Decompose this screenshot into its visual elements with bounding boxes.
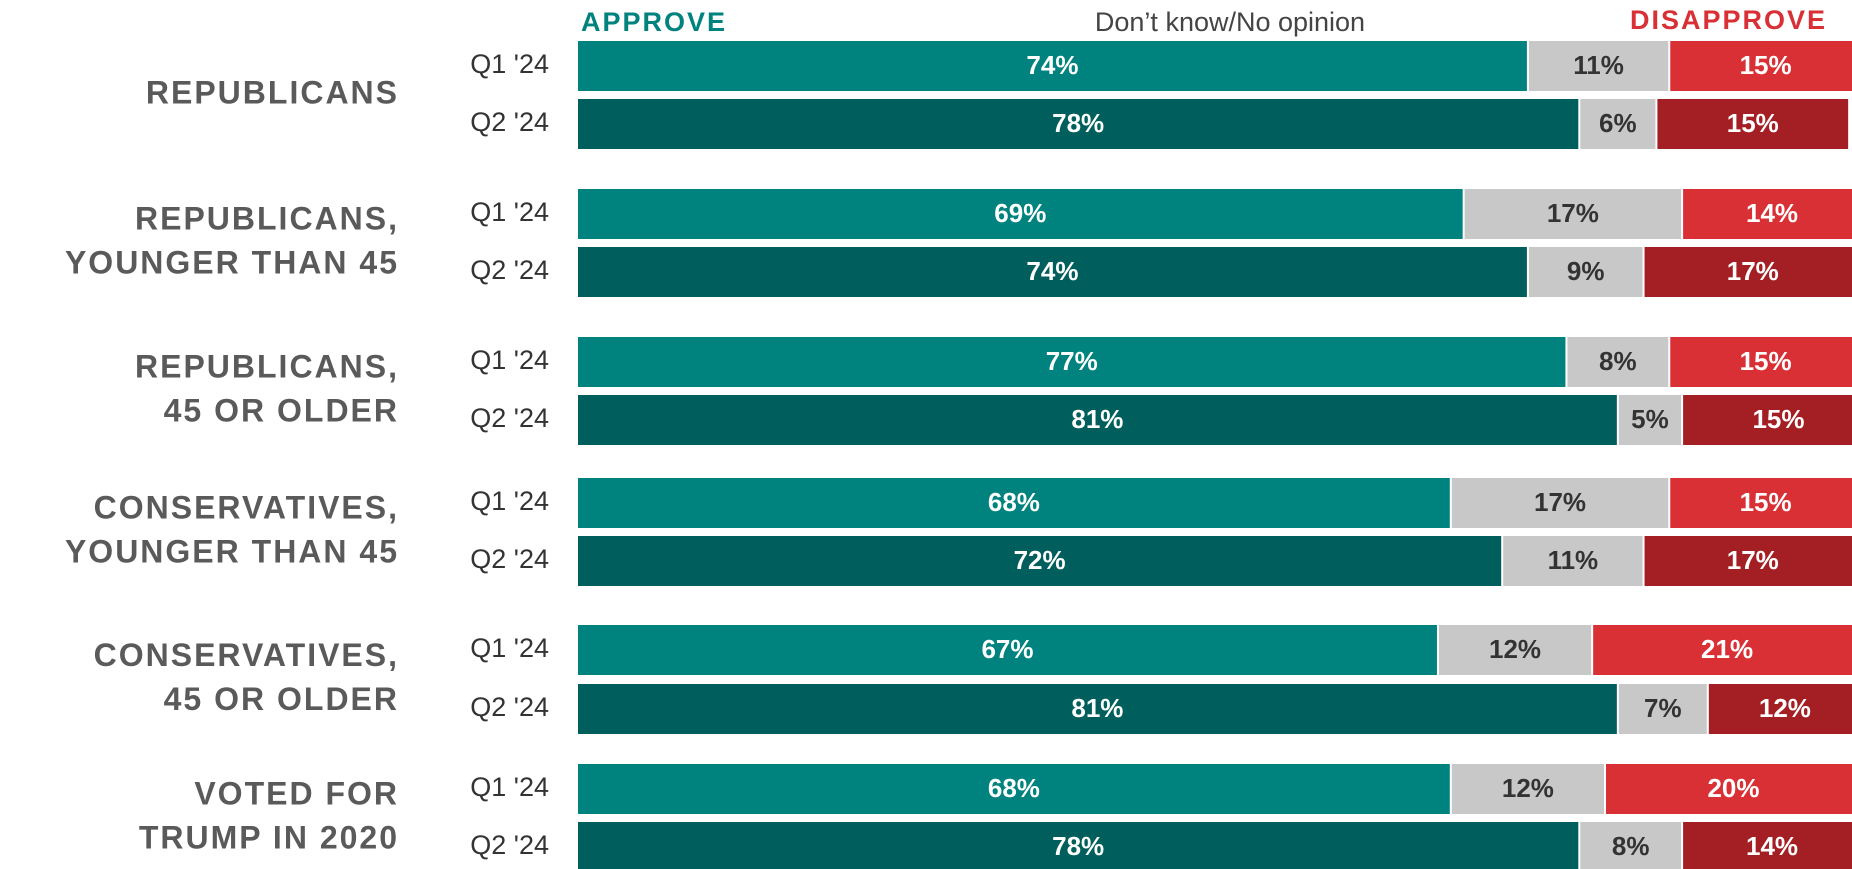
value-label: 78%: [1052, 831, 1104, 861]
value-label: 78%: [1052, 108, 1104, 138]
value-label: 21%: [1701, 634, 1753, 664]
bar-segment: [1670, 478, 1852, 528]
group-label: REPUBLICANS: [146, 74, 399, 110]
bar-segment: [1657, 99, 1849, 149]
bar-segment: [578, 337, 1566, 387]
bar-segment: [1451, 764, 1604, 814]
bar-segment: [1618, 395, 1682, 445]
value-label: 12%: [1502, 773, 1554, 803]
group-label: YOUNGER THAN 45: [65, 244, 399, 280]
bar-segment: [1683, 189, 1852, 239]
value-label: 6%: [1599, 108, 1637, 138]
group-label: REPUBLICANS,: [135, 348, 399, 384]
bar-segment: [1528, 247, 1643, 297]
bar-segment: [578, 536, 1502, 586]
value-label: 8%: [1612, 831, 1650, 861]
bar-segment: [1438, 625, 1592, 675]
bar-segment: [1618, 684, 1707, 734]
bar-segment: [1606, 764, 1852, 814]
row-label: Q2 '24: [470, 544, 549, 574]
value-label: 72%: [1014, 545, 1066, 575]
value-label: 17%: [1534, 487, 1586, 517]
value-label: 5%: [1631, 404, 1669, 434]
group-label: 45 OR OLDER: [164, 392, 399, 428]
row-label: Q1 '24: [470, 772, 549, 802]
bar-segment: [1593, 625, 1852, 675]
bar-segment: [1683, 395, 1852, 445]
value-label: 12%: [1489, 634, 1541, 664]
bar-segment: [578, 764, 1450, 814]
bar-segment: [1503, 536, 1643, 586]
bar-segment: [578, 822, 1579, 869]
bar-segment: [578, 395, 1617, 445]
value-label: 17%: [1727, 256, 1779, 286]
value-label: 68%: [988, 487, 1040, 517]
row-label: Q1 '24: [470, 633, 549, 663]
row-label: Q1 '24: [470, 486, 549, 516]
value-label: 15%: [1752, 404, 1804, 434]
bar-segment: [1644, 536, 1852, 586]
row-label: Q1 '24: [470, 345, 549, 375]
value-label: 15%: [1740, 50, 1792, 80]
bar-segment: [1580, 822, 1682, 869]
value-label: 81%: [1071, 693, 1123, 723]
group-label: VOTED FOR: [194, 775, 399, 811]
value-label: 15%: [1740, 346, 1792, 376]
value-label: 14%: [1746, 831, 1798, 861]
bar-segment: [578, 41, 1527, 91]
bar-segment: [1528, 41, 1669, 91]
value-label: 77%: [1046, 346, 1098, 376]
bar-segment: [1708, 684, 1852, 734]
bar-segment: [1464, 189, 1682, 239]
bar-segment: [1580, 99, 1656, 149]
row-label: Q2 '24: [470, 830, 549, 860]
bar-segment: [1683, 822, 1852, 869]
bar-segment: [1644, 247, 1852, 297]
group-label: 45 OR OLDER: [164, 681, 399, 717]
group-label: TRUMP IN 2020: [139, 819, 399, 855]
value-label: 8%: [1599, 346, 1637, 376]
value-label: 74%: [1026, 50, 1078, 80]
bar-segment: [578, 247, 1527, 297]
row-label: Q2 '24: [470, 255, 549, 285]
bar-segment: [1451, 478, 1669, 528]
value-label: 68%: [988, 773, 1040, 803]
group-label: CONSERVATIVES,: [94, 637, 399, 673]
bar-segment: [1670, 41, 1852, 91]
bar-segment: [578, 189, 1463, 239]
value-label: 17%: [1547, 198, 1599, 228]
group-label: REPUBLICANS,: [135, 200, 399, 236]
bar-segment: [578, 684, 1617, 734]
row-label: Q2 '24: [470, 403, 549, 433]
bar-segment: [578, 625, 1437, 675]
legend-approve: APPROVE: [581, 7, 727, 37]
row-label: Q2 '24: [470, 107, 549, 137]
row-label: Q2 '24: [470, 692, 549, 722]
group-label: CONSERVATIVES,: [94, 489, 399, 525]
bar-segment: [1670, 337, 1852, 387]
group-label: YOUNGER THAN 45: [65, 533, 399, 569]
value-label: 7%: [1644, 693, 1682, 723]
row-label: Q1 '24: [470, 197, 549, 227]
value-label: 17%: [1727, 545, 1779, 575]
value-label: 67%: [981, 634, 1033, 664]
value-label: 74%: [1026, 256, 1078, 286]
value-label: 15%: [1740, 487, 1792, 517]
value-label: 12%: [1759, 693, 1811, 723]
bar-segment: [578, 478, 1450, 528]
legend-disapprove: DISAPPROVE: [1630, 5, 1827, 35]
value-label: 11%: [1548, 545, 1599, 575]
value-label: 9%: [1567, 256, 1605, 286]
value-label: 11%: [1573, 50, 1624, 80]
value-label: 69%: [994, 198, 1046, 228]
legend-dont-know: Don’t know/No opinion: [1095, 7, 1365, 37]
bar-segment: [578, 99, 1579, 149]
row-label: Q1 '24: [470, 49, 549, 79]
value-label: 81%: [1071, 404, 1123, 434]
bar-segment: [1567, 337, 1669, 387]
value-label: 15%: [1727, 108, 1779, 138]
value-label: 20%: [1707, 773, 1759, 803]
value-label: 14%: [1746, 198, 1798, 228]
